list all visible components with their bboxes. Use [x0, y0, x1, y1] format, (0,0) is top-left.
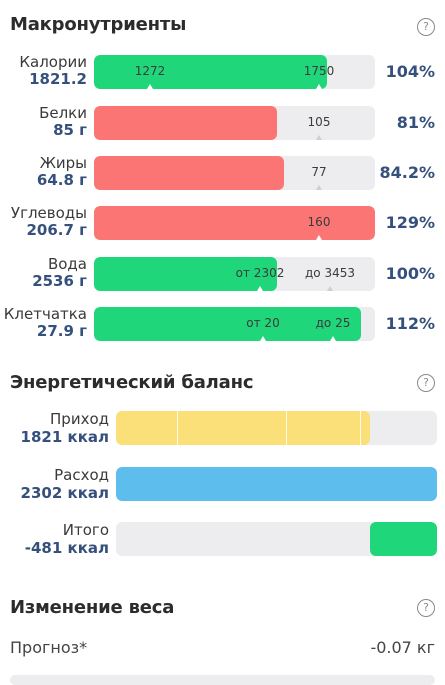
macro-target-label: 77: [311, 165, 327, 179]
balance-help-icon[interactable]: ?: [417, 374, 435, 392]
balance-bar: [116, 411, 437, 445]
macro-name: Углеводы: [10, 204, 87, 222]
macro-target-label: 1750: [303, 64, 335, 78]
balance-segment-divider: [360, 411, 361, 445]
macro-percent: 100%: [385, 264, 435, 283]
macro-target-marker: [260, 336, 266, 341]
macro-row[interactable]: Клетчатка 27.9 г от 20 до 25 112%: [0, 306, 445, 341]
balance-title: Энергетический баланс: [10, 372, 254, 393]
macro-value: 27.9 г: [36, 322, 87, 340]
macro-progress-fill: [94, 106, 277, 140]
macro-row[interactable]: Жиры 64.8 г 77 84.2%: [0, 155, 445, 190]
macro-value: 64.8 г: [36, 171, 87, 189]
macro-label: Клетчатка 27.9 г: [4, 306, 87, 340]
macro-label: Углеводы 206.7 г: [11, 205, 87, 239]
macro-progress-bar: 1272 1750: [94, 55, 375, 89]
macro-target-marker: [330, 336, 336, 341]
macro-label: Вода 2536 г: [32, 256, 87, 290]
macro-progress-fill: [94, 257, 277, 291]
balance-segment-divider: [286, 411, 287, 445]
forecast-label: Прогноз*: [10, 638, 88, 657]
macro-target-marker: [316, 185, 322, 190]
balance-row[interactable]: Итого -481 ккал: [0, 521, 445, 557]
macro-progress-fill: [94, 307, 361, 341]
macro-label: Белки 85 г: [39, 105, 87, 139]
macro-label: Калории 1821.2: [19, 54, 87, 88]
macro-percent: 112%: [385, 314, 435, 333]
balance-value: 2302 ккал: [20, 484, 109, 502]
macro-target-label: 105: [307, 115, 331, 129]
weight-help-icon[interactable]: ?: [417, 599, 435, 617]
balance-label: Приход 1821 ккал: [21, 410, 109, 446]
balance-label: Итого -481 ккал: [25, 521, 109, 557]
macro-target-label: 160: [307, 215, 331, 229]
macro-name: Белки: [39, 104, 87, 122]
balance-value: 1821 ккал: [20, 428, 109, 446]
balance-name: Итого: [62, 521, 109, 539]
macro-percent: 129%: [385, 213, 435, 232]
macro-row[interactable]: Вода 2536 г от 2302 до 3453 100%: [0, 256, 445, 291]
macro-target-label: 1272: [134, 64, 166, 78]
macro-value: 85 г: [53, 121, 87, 139]
macro-label: Жиры 64.8 г: [37, 155, 87, 189]
macro-name: Вода: [47, 255, 87, 273]
macro-value: 206.7 г: [26, 221, 87, 239]
macro-name: Калории: [19, 53, 87, 71]
balance-bar: [116, 522, 437, 556]
macro-percent: 104%: [385, 62, 435, 81]
macro-target-marker: [257, 286, 263, 291]
macros-help-icon[interactable]: ?: [417, 18, 435, 36]
next-card-edge: [10, 675, 435, 685]
balance-fill: [370, 522, 437, 556]
balance-name: Приход: [50, 410, 109, 428]
balance-segment-divider: [177, 411, 178, 445]
balance-row[interactable]: Расход 2302 ккал: [0, 466, 445, 502]
macro-progress-fill: [94, 55, 327, 89]
macro-target-marker: [327, 286, 333, 291]
macro-target-marker: [147, 84, 153, 89]
macro-progress-bar: от 2302 до 3453: [94, 257, 375, 291]
balance-value: -481 ккал: [24, 539, 109, 557]
macro-name: Клетчатка: [3, 305, 87, 323]
balance-fill: [116, 467, 437, 501]
macro-progress-bar: 160: [94, 206, 375, 240]
macro-row[interactable]: Калории 1821.2 1272 1750 104%: [0, 54, 445, 89]
macro-value: 2536 г: [32, 272, 87, 290]
forecast-value: -0.07 кг: [370, 638, 435, 657]
weight-title: Изменение веса: [10, 597, 175, 618]
macro-progress-fill: [94, 156, 284, 190]
macro-target-marker: [316, 84, 322, 89]
macro-progress-bar: 77: [94, 156, 375, 190]
balance-fill: [116, 411, 370, 445]
macro-value: 1821.2: [29, 70, 87, 88]
macro-target-label: до 25: [315, 316, 351, 330]
macros-title: Макронутриенты: [10, 14, 187, 35]
macro-target-label: до 3453: [305, 266, 355, 280]
balance-name: Расход: [54, 466, 109, 484]
macro-percent: 81%: [396, 113, 435, 132]
balance-label: Расход 2302 ккал: [21, 466, 109, 502]
macro-progress-bar: от 20 до 25: [94, 307, 375, 341]
macro-percent: 84.2%: [379, 163, 435, 182]
macro-progress-fill: [94, 206, 375, 240]
macro-row[interactable]: Белки 85 г 105 81%: [0, 105, 445, 140]
macro-target-label: от 2302: [235, 266, 285, 280]
macro-progress-bar: 105: [94, 106, 375, 140]
macro-target-label: от 20: [246, 316, 280, 330]
macro-target-marker: [316, 235, 322, 240]
macro-target-marker: [316, 135, 322, 140]
balance-bar: [116, 467, 437, 501]
macro-name: Жиры: [39, 154, 87, 172]
macro-row[interactable]: Углеводы 206.7 г 160 129%: [0, 205, 445, 240]
balance-row[interactable]: Приход 1821 ккал: [0, 410, 445, 446]
